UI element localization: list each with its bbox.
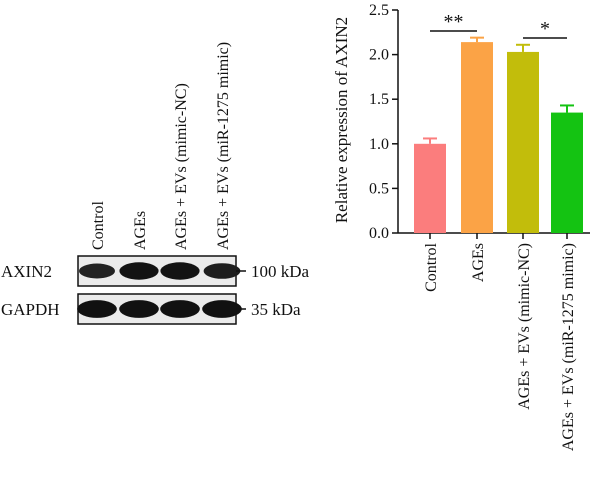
- blot-band: [119, 300, 159, 318]
- y-axis-label: Relative expression of AXIN2: [332, 17, 351, 223]
- blot-row: AXIN2 100 kDa: [1, 255, 310, 287]
- blot-band: [119, 262, 159, 280]
- x-tick-label: AGEs + EVs (miR-1275 mimic): [560, 243, 577, 451]
- lane-label: AGEs + EVs (miR-1275 mimic): [215, 42, 232, 250]
- bar: [461, 42, 493, 233]
- lane-label: AGEs: [132, 211, 149, 250]
- y-tick-label: 0.5: [369, 180, 389, 197]
- protein-label: AXIN2: [1, 262, 52, 281]
- bar-chart: Relative expression of AXIN2 0.0 0.5 1.0 1.…: [332, 2, 590, 451]
- lane-labels: Control AGEs AGEs + EVs (mimic-NC) AGEs + E…: [90, 42, 232, 250]
- blot-row: GAPDH 35 kDa: [1, 293, 301, 325]
- y-tick-label: 0.0: [369, 225, 389, 242]
- molecular-weight-marker: 35 kDa: [251, 300, 301, 319]
- y-tick-label: 1.5: [369, 91, 389, 108]
- lane-label: Control: [90, 201, 107, 250]
- lane-label: AGEs + EVs (mimic-NC): [173, 83, 190, 250]
- chart-layer: 0.0 0.5 1.0 1.5 2.0 2.5 Control AGEs AGEs + EVs …: [369, 2, 590, 451]
- y-tick-label: 2.0: [369, 47, 389, 64]
- western-blot-panel: Control AGEs AGEs + EVs (mimic-NC) AGEs + E…: [1, 42, 310, 325]
- blot-rows: AXIN2 100 kDa GAPDH 35 kDa: [1, 255, 310, 325]
- y-tick-label: 2.5: [369, 2, 389, 19]
- bar: [507, 51, 539, 234]
- blot-band: [203, 263, 241, 279]
- protein-label: GAPDH: [1, 300, 60, 319]
- blot-band: [79, 263, 115, 279]
- blot-band: [77, 300, 117, 318]
- bar: [414, 143, 446, 233]
- x-tick-label: AGEs: [470, 243, 487, 282]
- blot-band: [160, 262, 200, 280]
- y-tick-label: 1.0: [369, 136, 389, 153]
- significance-label: **: [444, 11, 464, 33]
- x-tick-label: Control: [423, 242, 440, 291]
- bar: [551, 112, 583, 233]
- blot-band: [202, 300, 242, 318]
- molecular-weight-marker: 100 kDa: [251, 262, 310, 281]
- blot-band: [160, 300, 200, 318]
- x-tick-label: AGEs + EVs (mimic-NC): [516, 243, 533, 410]
- significance-label: *: [540, 18, 550, 40]
